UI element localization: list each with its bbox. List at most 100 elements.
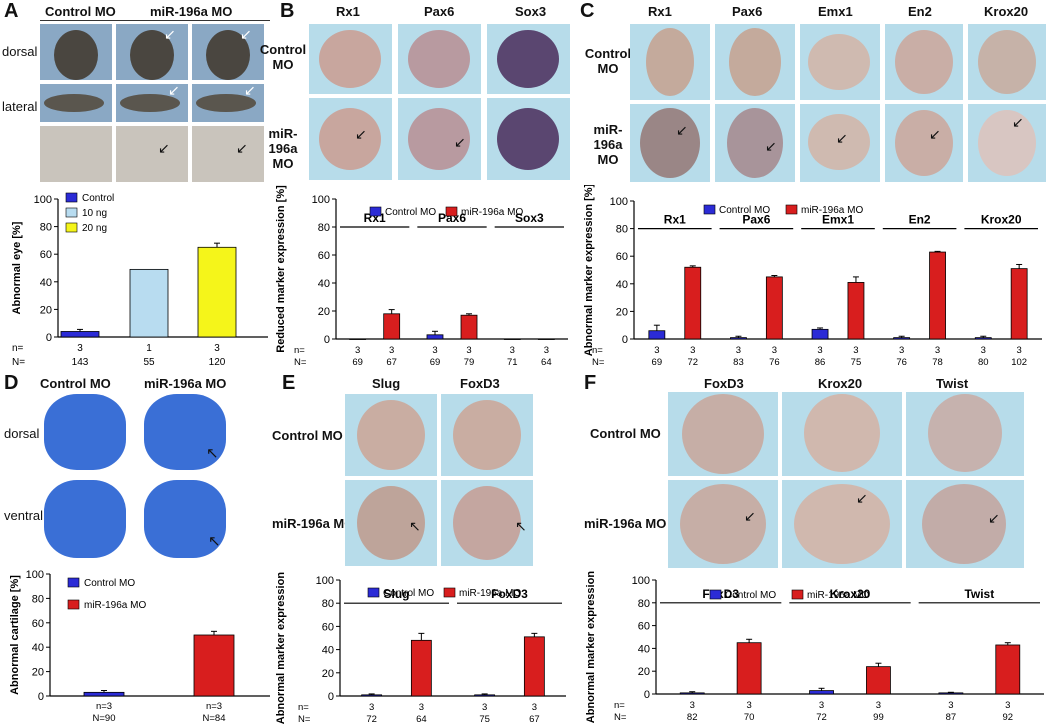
row-label: Control MO bbox=[259, 42, 307, 72]
row-label: dorsal bbox=[2, 44, 38, 59]
bar bbox=[684, 266, 702, 340]
n-value: 3 bbox=[419, 702, 424, 713]
n-value: 3 bbox=[1017, 345, 1022, 356]
arrow-icon: ↖ bbox=[208, 533, 221, 550]
n-value: n=3 bbox=[96, 701, 112, 712]
section-photo: ↙ bbox=[192, 126, 264, 182]
embryo-photo bbox=[630, 24, 710, 100]
y-tick-label: 60 bbox=[616, 251, 628, 263]
embryo-photo: ↙ bbox=[800, 104, 880, 182]
y-tick-label: 0 bbox=[324, 334, 330, 346]
N-value: 92 bbox=[1002, 712, 1013, 723]
n-value: 3 bbox=[853, 345, 858, 356]
embryo-photo bbox=[906, 392, 1024, 476]
y-tick-label: 0 bbox=[328, 691, 334, 703]
y-tick-label: 60 bbox=[638, 621, 650, 633]
bar bbox=[1010, 268, 1028, 340]
bar bbox=[60, 331, 100, 338]
y-tick-label: 100 bbox=[312, 194, 330, 206]
n-value: 3 bbox=[432, 345, 437, 356]
arrow-icon: ↖ bbox=[206, 445, 219, 462]
embryo-photo bbox=[968, 24, 1046, 100]
n-value: 3 bbox=[935, 345, 940, 356]
y-tick-label: 0 bbox=[46, 332, 52, 344]
bar bbox=[809, 690, 834, 695]
group-label: Slug bbox=[384, 587, 410, 601]
y-tick-label: 40 bbox=[40, 277, 52, 289]
group-label: Krox20 bbox=[981, 213, 1022, 227]
legend-swatch bbox=[785, 204, 798, 215]
row-label: ventral bbox=[4, 508, 44, 523]
bar bbox=[730, 337, 747, 340]
N-value: 86 bbox=[815, 357, 826, 368]
N-value: 75 bbox=[479, 714, 490, 725]
row-label: miR-196a MO bbox=[272, 516, 355, 531]
N-value: 120 bbox=[209, 357, 226, 368]
section-photo bbox=[40, 126, 112, 182]
row-label: miR-196a MO bbox=[593, 122, 623, 167]
tadpole-photo bbox=[40, 24, 112, 80]
y-axis-label: Abnormal marker expression [%] bbox=[276, 570, 287, 724]
legend-label: miR-196a MO bbox=[461, 207, 523, 218]
n-value: 3 bbox=[466, 345, 471, 356]
bar bbox=[995, 644, 1021, 695]
arrow-icon: ↙ bbox=[765, 138, 777, 154]
y-tick-label: 100 bbox=[610, 196, 628, 208]
chart-c: 0 20 40 60 80 100 Abnormal marker expression [… bbox=[584, 185, 1042, 368]
N-value: 69 bbox=[652, 357, 663, 368]
legend-label: 20 ng bbox=[82, 223, 107, 234]
embryo-photo: ↙ bbox=[668, 480, 778, 568]
n-label: n= bbox=[298, 702, 309, 713]
bar bbox=[847, 282, 865, 340]
y-tick-label: 60 bbox=[40, 249, 52, 261]
N-value: 99 bbox=[873, 712, 884, 723]
chart-d: 0 20 40 60 80 100 Abnormal cartilage [%] Contro… bbox=[9, 569, 270, 724]
y-tick-label: 40 bbox=[616, 279, 628, 291]
divider bbox=[112, 20, 270, 21]
embryo-photo: ↙ bbox=[630, 104, 710, 182]
group-label: Sox3 bbox=[515, 211, 544, 225]
chart-a: 0 20 40 60 80 100 Abnormal eye [%] Control 10 ng… bbox=[11, 192, 268, 368]
n-value: 1 bbox=[146, 343, 152, 354]
N-value: 79 bbox=[464, 357, 475, 368]
n-value: 3 bbox=[355, 345, 360, 356]
col-header: Twist bbox=[936, 376, 969, 391]
y-tick-label: 20 bbox=[318, 306, 330, 318]
embryo-photo bbox=[441, 394, 533, 476]
legend-swatch bbox=[369, 206, 382, 217]
panel-letter-d: D bbox=[4, 372, 19, 394]
panel-letter-b: B bbox=[280, 0, 295, 22]
col-header: Pax6 bbox=[424, 4, 455, 19]
arrow-icon: ↙ bbox=[856, 490, 868, 506]
legend-swatch bbox=[367, 587, 380, 598]
chart-e: 0 20 40 60 80 100 Abnormal marker expression [… bbox=[276, 570, 566, 725]
col-header: Slug bbox=[372, 376, 401, 391]
arrow-icon: ↙ bbox=[168, 84, 180, 98]
y-tick-label: 40 bbox=[322, 645, 334, 657]
embryo-photo bbox=[487, 24, 570, 94]
N-value: 72 bbox=[816, 712, 827, 723]
tadpole-photo: ↙ bbox=[192, 84, 264, 122]
N-value: 82 bbox=[687, 712, 698, 723]
bar bbox=[474, 694, 496, 697]
embryo-photo bbox=[309, 24, 392, 94]
row-label: dorsal bbox=[4, 426, 40, 441]
bar bbox=[503, 338, 521, 340]
legend-label: Control MO bbox=[719, 205, 770, 216]
N-label: N= bbox=[294, 357, 307, 368]
bar bbox=[866, 666, 891, 695]
N-value: 64 bbox=[416, 714, 427, 725]
bar bbox=[648, 330, 666, 340]
n-value: 3 bbox=[482, 702, 487, 713]
legend-swatch bbox=[67, 577, 80, 588]
bar bbox=[460, 314, 478, 340]
arrow-icon: ↙ bbox=[676, 122, 688, 138]
N-label: N= bbox=[12, 357, 25, 368]
N-value: 72 bbox=[687, 357, 698, 368]
n-value: 3 bbox=[214, 343, 220, 354]
arrow-icon: ↙ bbox=[240, 26, 252, 42]
n-value: 3 bbox=[899, 345, 904, 356]
y-axis-label: Abnormal marker expression [%] bbox=[585, 570, 597, 723]
group-label: Emx1 bbox=[822, 213, 854, 227]
bar bbox=[193, 634, 235, 697]
